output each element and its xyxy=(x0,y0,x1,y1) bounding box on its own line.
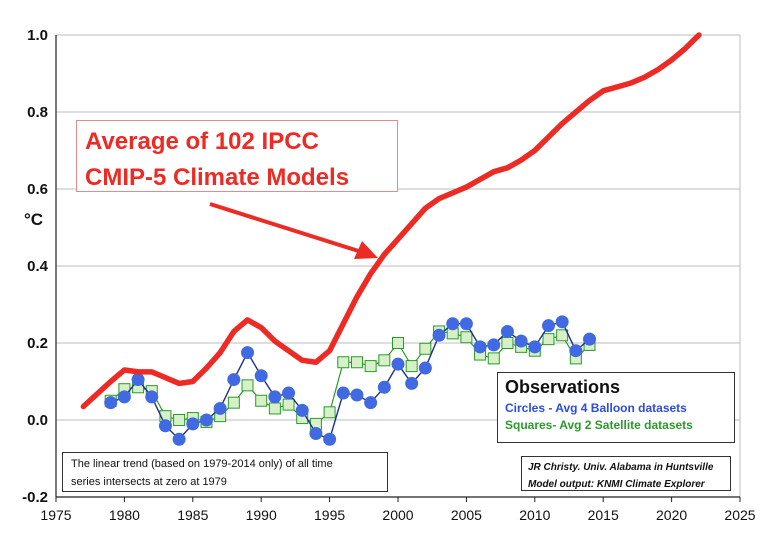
x-tick-label: 2015 xyxy=(588,507,619,523)
legend-squares: Squares- Avg 2 Satellite datasets xyxy=(505,418,693,432)
satellite-point xyxy=(556,329,569,342)
balloon-point xyxy=(172,432,186,446)
balloon-point xyxy=(227,373,241,387)
balloon-point xyxy=(487,338,501,352)
balloon-point xyxy=(391,357,405,371)
balloon-point xyxy=(295,403,309,417)
satellite-point xyxy=(268,402,281,415)
balloon-point xyxy=(104,396,118,410)
balloon-point xyxy=(117,390,131,404)
balloon-point xyxy=(405,376,419,390)
satellite-point xyxy=(405,360,418,373)
balloon-series xyxy=(104,315,597,446)
balloon-point xyxy=(186,417,200,431)
y-tick-labels: -0.2 0.0 0.2 0.4 0.6 0.8 1.0 xyxy=(22,27,49,506)
balloon-point xyxy=(145,390,159,404)
y-tick-label: -0.2 xyxy=(22,489,48,506)
model-annotation-line-1: Average of 102 IPCC xyxy=(85,128,319,155)
y-tick-label: 0.8 xyxy=(27,104,48,121)
balloon-point xyxy=(350,388,364,402)
balloon-point xyxy=(336,386,350,400)
balloon-point xyxy=(323,432,337,446)
credit-line-1: JR Christy. Univ. Alabama in Huntsville xyxy=(528,462,714,473)
y-tick-label: 1.0 xyxy=(27,27,48,44)
balloon-point xyxy=(555,315,569,329)
x-tick-label: 2010 xyxy=(519,507,550,523)
balloon-point xyxy=(199,413,213,427)
balloon-point xyxy=(541,319,555,333)
model-average-line xyxy=(80,32,702,410)
x-tick-label: 2005 xyxy=(451,507,482,523)
credit-note: JR Christy. Univ. Alabama in Huntsville … xyxy=(521,456,731,491)
trend-note-line-2: series intersects at zero at 1979 xyxy=(71,476,227,488)
balloon-point xyxy=(364,396,378,410)
balloon-point xyxy=(282,386,296,400)
balloon-point xyxy=(377,380,391,394)
balloon-point xyxy=(418,361,432,375)
satellite-point xyxy=(378,354,391,367)
axes xyxy=(55,35,741,502)
legend-circles: Circles - Avg 4 Balloon datasets xyxy=(505,401,687,415)
y-axis-label: °C xyxy=(24,210,43,229)
satellite-point xyxy=(364,360,377,373)
x-tick-label: 1985 xyxy=(177,507,208,523)
balloon-point xyxy=(583,332,597,346)
trend-note: The linear trend (based on 1979-2014 onl… xyxy=(62,452,388,492)
trend-note-line-1: The linear trend (based on 1979-2014 onl… xyxy=(71,458,333,470)
balloon-point xyxy=(528,340,542,354)
x-tick-labels: 1975 1980 1985 1990 1995 2000 2005 2010 2015 2020… xyxy=(40,507,755,523)
observations-legend: Observations Circles - Avg 4 Balloon dat… xyxy=(497,372,735,443)
model-average-series xyxy=(80,32,702,410)
balloon-point xyxy=(158,419,172,433)
balloon-point xyxy=(500,324,514,338)
balloon-point xyxy=(213,401,227,415)
x-tick-label: 1980 xyxy=(109,507,140,523)
model-annotation-line-2: CMIP-5 Climate Models xyxy=(85,164,350,191)
observations-title: Observations xyxy=(505,377,621,397)
balloon-point xyxy=(459,317,473,331)
satellite-point xyxy=(255,394,268,407)
y-tick-label: 0.4 xyxy=(27,258,49,275)
satellite-point xyxy=(419,342,432,355)
satellite-point xyxy=(392,337,404,349)
satellite-point xyxy=(487,352,500,365)
balloon-point xyxy=(268,390,282,404)
balloon-point xyxy=(569,344,583,358)
satellite-point xyxy=(460,331,473,344)
balloon-point xyxy=(254,369,268,383)
x-tick-label: 1990 xyxy=(246,507,277,523)
model-average-annotation: Average of 102 IPCC CMIP-5 Climate Model… xyxy=(76,120,398,192)
x-tick-label: 1995 xyxy=(314,507,345,523)
balloon-point xyxy=(432,328,446,342)
x-tick-label: 2025 xyxy=(724,507,755,523)
satellite-point xyxy=(241,379,254,392)
satellite-point xyxy=(282,398,295,411)
annotation-arrow xyxy=(209,202,378,259)
satellite-point xyxy=(337,356,350,369)
balloon-point xyxy=(131,373,145,387)
credit-line-2: Model output: KNMI Climate Explorer xyxy=(528,479,705,490)
y-tick-label: 0.6 xyxy=(27,181,48,198)
x-tick-label: 2020 xyxy=(656,507,687,523)
balloon-point xyxy=(241,346,255,360)
balloon-point xyxy=(446,317,460,331)
balloon-point xyxy=(473,340,487,354)
balloon-point xyxy=(514,334,528,348)
satellite-point xyxy=(542,333,555,346)
y-tick-label: 0.2 xyxy=(27,335,48,352)
satellite-point xyxy=(227,396,240,409)
satellite-point xyxy=(350,356,363,369)
satellite-point xyxy=(323,406,336,419)
satellite-point xyxy=(173,414,186,426)
x-tick-label: 1975 xyxy=(40,507,71,523)
satellite-point xyxy=(501,337,514,349)
balloon-point xyxy=(309,426,323,440)
y-tick-label: 0.0 xyxy=(27,412,48,429)
x-tick-label: 2000 xyxy=(382,507,413,523)
